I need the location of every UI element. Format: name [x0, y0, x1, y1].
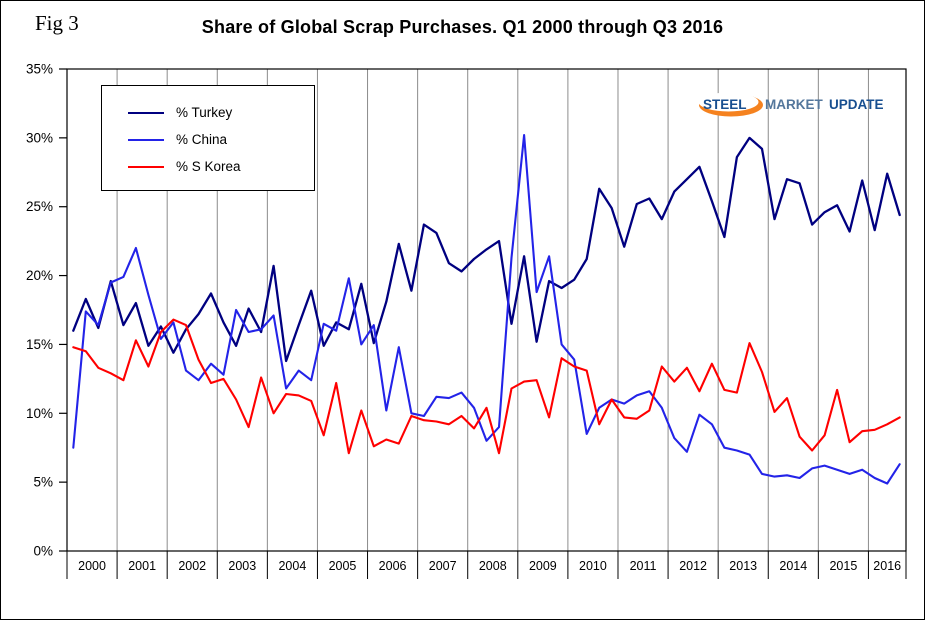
x-axis-year-label: 2006 [379, 559, 407, 573]
x-axis-year-label: 2014 [779, 559, 807, 573]
y-axis-label: 30% [26, 130, 53, 145]
logo-word-market: MARKET [765, 97, 823, 112]
turkey-line-swatch-icon [128, 111, 164, 114]
legend-label-skorea: % S Korea [176, 159, 241, 174]
y-axis-label: 20% [26, 268, 53, 283]
y-axis-label: 10% [26, 406, 53, 421]
x-axis-year-label: 2009 [529, 559, 557, 573]
logo-word-update: UPDATE [829, 97, 884, 112]
chart-title: Share of Global Scrap Purchases. Q1 2000… [201, 17, 724, 37]
x-axis-year-label: 2008 [479, 559, 507, 573]
legend-item-skorea: % S Korea [128, 153, 314, 180]
y-axis-label: 0% [33, 544, 53, 559]
smu-logo-graphic: STEEL MARKET UPDATE [698, 92, 884, 117]
y-axis-label: 5% [33, 475, 53, 490]
legend-label-china: % China [176, 132, 228, 147]
y-axis-label: 35% [26, 62, 53, 77]
x-axis-year-label: 2002 [178, 559, 206, 573]
x-axis-year-label: 2012 [679, 559, 707, 573]
series-line-s-korea [72, 318, 901, 455]
y-axis-label: 25% [26, 199, 53, 214]
x-axis-year-label: 2000 [78, 559, 106, 573]
skorea-line-swatch-icon [128, 165, 164, 168]
series-line-turkey [72, 136, 901, 363]
y-axis-label: 15% [26, 337, 53, 352]
x-axis-year-label: 2007 [429, 559, 457, 573]
series-line-china [72, 134, 901, 485]
x-axis-year-label: 2011 [630, 559, 657, 573]
x-axis-year-label: 2003 [228, 559, 256, 573]
x-axis-year-label: 2013 [729, 559, 757, 573]
legend: % Turkey % China % S Korea [101, 85, 315, 191]
figure-number-label: Fig 3 [35, 11, 79, 35]
legend-item-china: % China [128, 126, 314, 153]
x-axis-year-label: 2016 [873, 559, 901, 573]
x-axis-year-label: 2015 [829, 559, 857, 573]
plot-border [66, 68, 907, 552]
legend-label-turkey: % Turkey [176, 105, 233, 120]
steel-market-update-logo: STEEL MARKET UPDATE [698, 91, 888, 122]
x-axis-year-label: 2001 [128, 559, 156, 573]
china-line-swatch-icon [128, 138, 164, 141]
x-axis-year-label: 2005 [329, 559, 357, 573]
legend-item-turkey: % Turkey [128, 99, 314, 126]
logo-word-steel: STEEL [703, 97, 747, 112]
x-axis-year-label: 2010 [579, 559, 607, 573]
x-axis-year-label: 2004 [278, 559, 306, 573]
